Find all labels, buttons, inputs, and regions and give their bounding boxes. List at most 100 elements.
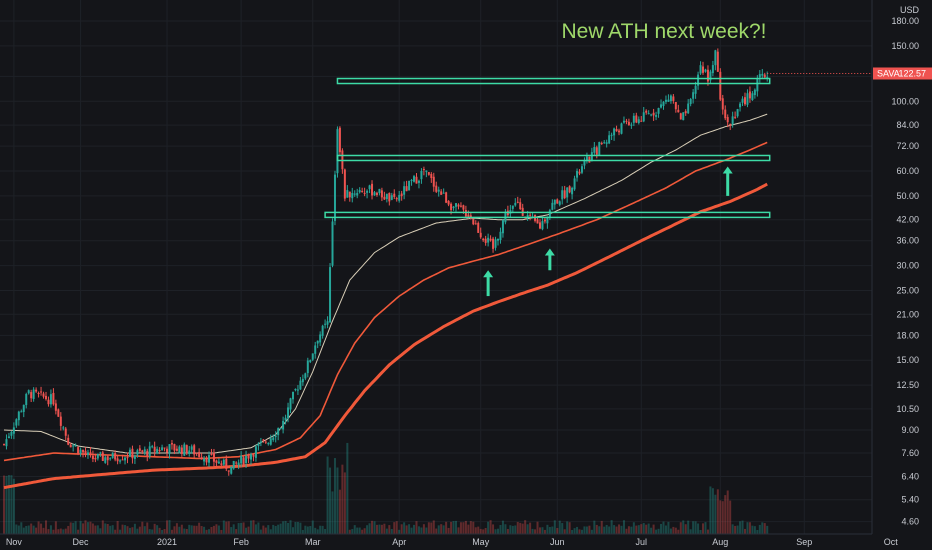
candle-body: [697, 74, 700, 86]
candle-body: [237, 462, 240, 466]
y-tick-label: 15.00: [896, 355, 919, 365]
candle-body: [684, 111, 687, 114]
volume-bar: [642, 523, 645, 534]
candle-body: [731, 116, 734, 125]
volume-bar: [501, 520, 504, 534]
candle-body: [208, 455, 211, 463]
candle-body: [366, 190, 369, 193]
volume-bar: [672, 526, 675, 534]
volume-bar: [509, 525, 512, 534]
candle-body: [198, 452, 201, 457]
candle-body: [455, 203, 458, 207]
volume-bar: [531, 528, 534, 534]
volume-bar: [482, 529, 485, 534]
volume-bar: [595, 524, 598, 534]
candle-body: [42, 393, 45, 397]
candle-body: [267, 443, 270, 445]
volume-bar: [484, 527, 487, 534]
last-price-tag: SAVA 122.57: [873, 67, 932, 80]
volume-bar: [198, 522, 201, 534]
volume-bar: [203, 526, 206, 534]
y-tick-label: 18.00: [896, 330, 919, 340]
candle-body: [252, 455, 255, 457]
volume-bar: [459, 522, 462, 534]
candle-body: [314, 345, 317, 354]
candle-body: [590, 152, 593, 162]
candle-body: [22, 404, 25, 412]
candle-body: [168, 444, 171, 454]
y-tick-label: 60.00: [896, 166, 919, 176]
volume-bar: [618, 524, 621, 534]
candle-body: [131, 448, 134, 459]
volume-bar: [489, 520, 492, 534]
candle-body: [262, 439, 265, 441]
volume-bar: [388, 525, 391, 534]
volume-bar: [136, 528, 139, 534]
candle-body: [52, 392, 55, 405]
candle-body: [603, 142, 606, 144]
volume-bar: [25, 525, 28, 534]
volume-bar: [143, 526, 146, 534]
volume-bar: [516, 521, 519, 534]
candle-body: [324, 323, 327, 325]
volume-bar: [682, 520, 685, 534]
volume-bar: [566, 521, 569, 534]
volume-bar: [10, 475, 13, 534]
candle-body: [459, 205, 462, 207]
candle-body: [203, 458, 206, 462]
candle-body: [180, 447, 183, 454]
x-tick-label: Feb: [233, 537, 249, 547]
candle-body: [383, 196, 386, 200]
candle-body: [766, 76, 769, 78]
candle-body: [299, 380, 302, 390]
volume-bar: [368, 523, 371, 534]
volume-bar: [744, 528, 746, 534]
volume-bar: [82, 523, 85, 534]
candle-body: [398, 194, 401, 201]
candle-body: [543, 219, 546, 222]
volume-bar: [571, 529, 574, 534]
volume-bar: [410, 527, 413, 534]
y-tick-label: 50.00: [896, 191, 919, 201]
candle-body: [484, 238, 487, 243]
candle-body: [546, 216, 549, 224]
volume-bar: [546, 524, 549, 534]
candle-body: [348, 191, 351, 198]
volume-bar: [319, 525, 322, 534]
candle-body: [333, 174, 336, 221]
volume-bar: [667, 521, 670, 534]
y-tick-label: 10.50: [896, 404, 919, 414]
candle-body: [563, 190, 566, 199]
volume-bar: [272, 524, 275, 534]
candle-body: [217, 461, 220, 464]
x-tick-label: Aug: [712, 537, 728, 547]
candle-body: [59, 416, 62, 426]
volume-bar: [166, 520, 169, 534]
volume-bars: [3, 442, 769, 534]
volume-bar: [464, 520, 467, 534]
volume-bar: [331, 491, 334, 534]
candle-body: [289, 398, 292, 410]
volume-bar: [398, 529, 401, 534]
volume-bar: [479, 528, 482, 534]
volume-bar: [257, 522, 260, 534]
candle-body: [395, 198, 398, 200]
volume-bar: [593, 520, 596, 534]
candle-body: [598, 142, 601, 156]
volume-bar: [294, 522, 297, 534]
time-axis[interactable]: Nov Dec 2021 Feb Mar Apr May Jun Jul Aug Sep Oct: [0, 533, 932, 550]
candle-body: [477, 222, 480, 233]
volume-bar: [427, 522, 430, 534]
volume-bar: [20, 522, 23, 534]
volume-bar: [519, 522, 522, 534]
y-tick-label: 25.00: [896, 286, 919, 296]
candle-body: [373, 192, 376, 196]
volume-bar: [336, 467, 339, 534]
candle-body: [190, 446, 193, 450]
candle-body: [338, 127, 341, 153]
candle-body: [425, 170, 428, 172]
candle-body: [437, 189, 440, 192]
price-axis[interactable]: USD 180.00150.00120.00100.0084.0072.0060…: [871, 0, 932, 550]
